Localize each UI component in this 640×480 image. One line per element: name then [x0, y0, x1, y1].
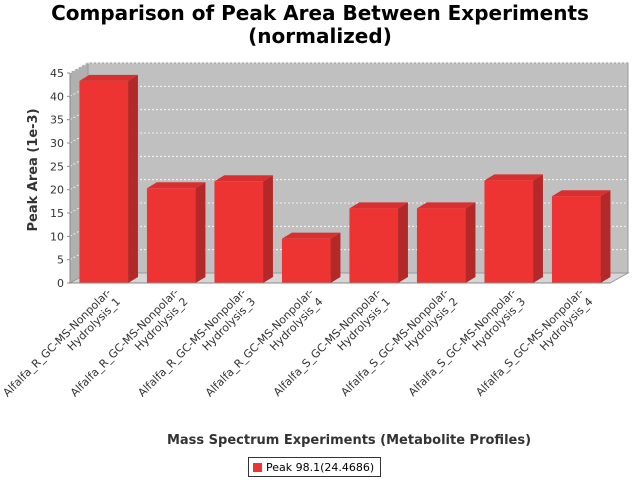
bar-top-4: [281, 232, 341, 239]
bar-1: [79, 74, 138, 283]
bar-side-4: [330, 232, 341, 283]
y-axis-title: Peak Area (1e-3): [26, 108, 41, 231]
bar-top-1: [79, 74, 138, 81]
x-tick-label-6-line-1: Alfalfa_S_GC-MS-Nonpolar-: [338, 286, 451, 399]
x-tick-label-4-line-1: Alfalfa_R_GC-MS-Nonpolar-: [203, 286, 316, 399]
bar-8: [551, 190, 611, 283]
bar-top-3: [214, 175, 273, 182]
bar-side-6: [465, 202, 476, 283]
bar-top-7: [484, 174, 543, 181]
bar-front-4: [281, 238, 331, 283]
legend-label: Peak 98.1(24.4686): [266, 460, 375, 474]
bar-top-2: [146, 182, 206, 189]
bar-side-7: [533, 174, 543, 283]
legend: Peak 98.1(24.4686): [248, 457, 382, 477]
x-tick-label-3-line-1: Alfalfa_R_GC-MS-Nonpolar-: [135, 286, 248, 399]
bar-front-1: [79, 80, 129, 283]
x-tick-label-1-line-1: Alfalfa_R_GC-MS-Nonpolar-: [0, 286, 113, 399]
bar-2: [146, 182, 206, 283]
y-tick-label-35: 35: [50, 114, 64, 127]
y-tick-label-20: 20: [50, 184, 64, 197]
bar-6: [416, 202, 476, 283]
bar-front-3: [214, 181, 264, 283]
bar-side-5: [398, 202, 408, 283]
bar-side-1: [128, 74, 138, 283]
bar-front-6: [416, 208, 466, 283]
bar-front-8: [551, 196, 601, 283]
x-tick-label-1: Alfalfa_R_GC-MS-Nonpolar-Hydrolysis_1: [0, 286, 123, 409]
x-axis-title: Mass Spectrum Experiments (Metabolite Pr…: [167, 433, 531, 448]
x-tick-label-2-line-1: Alfalfa_R_GC-MS-Nonpolar-: [68, 286, 181, 399]
legend-swatch: [253, 462, 262, 472]
y-tick-label-30: 30: [50, 137, 64, 150]
bar-top-6: [416, 202, 476, 209]
bar-front-5: [349, 208, 399, 283]
bar-4: [281, 232, 341, 283]
bar-3: [214, 175, 273, 283]
bars: [79, 74, 611, 283]
y-tick-label-40: 40: [50, 90, 64, 103]
gridline-side-45: [69, 62, 89, 74]
x-tick-label-7-line-1: Alfalfa_S_GC-MS-Nonpolar-: [406, 286, 519, 399]
bar-front-2: [146, 188, 196, 283]
x-tick-label-5-line-1: Alfalfa_S_GC-MS-Nonpolar-: [271, 286, 384, 399]
y-tick-labels: 0 5 10 15 20 25 30 35 40 45: [50, 67, 64, 290]
chart-title-line-1: Comparison of Peak Area Between Experime…: [51, 1, 589, 25]
x-tick-labels: Alfalfa_R_GC-MS-Nonpolar-Hydrolysis_1Alf…: [0, 286, 595, 409]
bar-side-2: [195, 182, 206, 283]
y-tick-label-15: 15: [50, 207, 64, 220]
x-tick-label-8-line-1: Alfalfa_S_GC-MS-Nonpolar-: [473, 286, 586, 399]
bar-front-7: [484, 180, 534, 283]
axes: [67, 72, 610, 284]
bar-side-8: [600, 190, 611, 283]
y-tick-label-5: 5: [57, 254, 64, 267]
chart-title-line-2: (normalized): [248, 24, 392, 48]
y-tick-label-0: 0: [57, 277, 64, 290]
chart-title: Comparison of Peak Area Between Experime…: [0, 2, 640, 48]
bar-5: [349, 202, 408, 283]
bar-top-5: [349, 202, 408, 209]
y-tick-label-25: 25: [50, 160, 64, 173]
y-tick-label-45: 45: [50, 67, 64, 80]
bar-side-3: [263, 175, 273, 283]
bar-7: [484, 174, 543, 283]
y-tick-label-10: 10: [50, 230, 64, 243]
bar-top-8: [551, 190, 611, 197]
